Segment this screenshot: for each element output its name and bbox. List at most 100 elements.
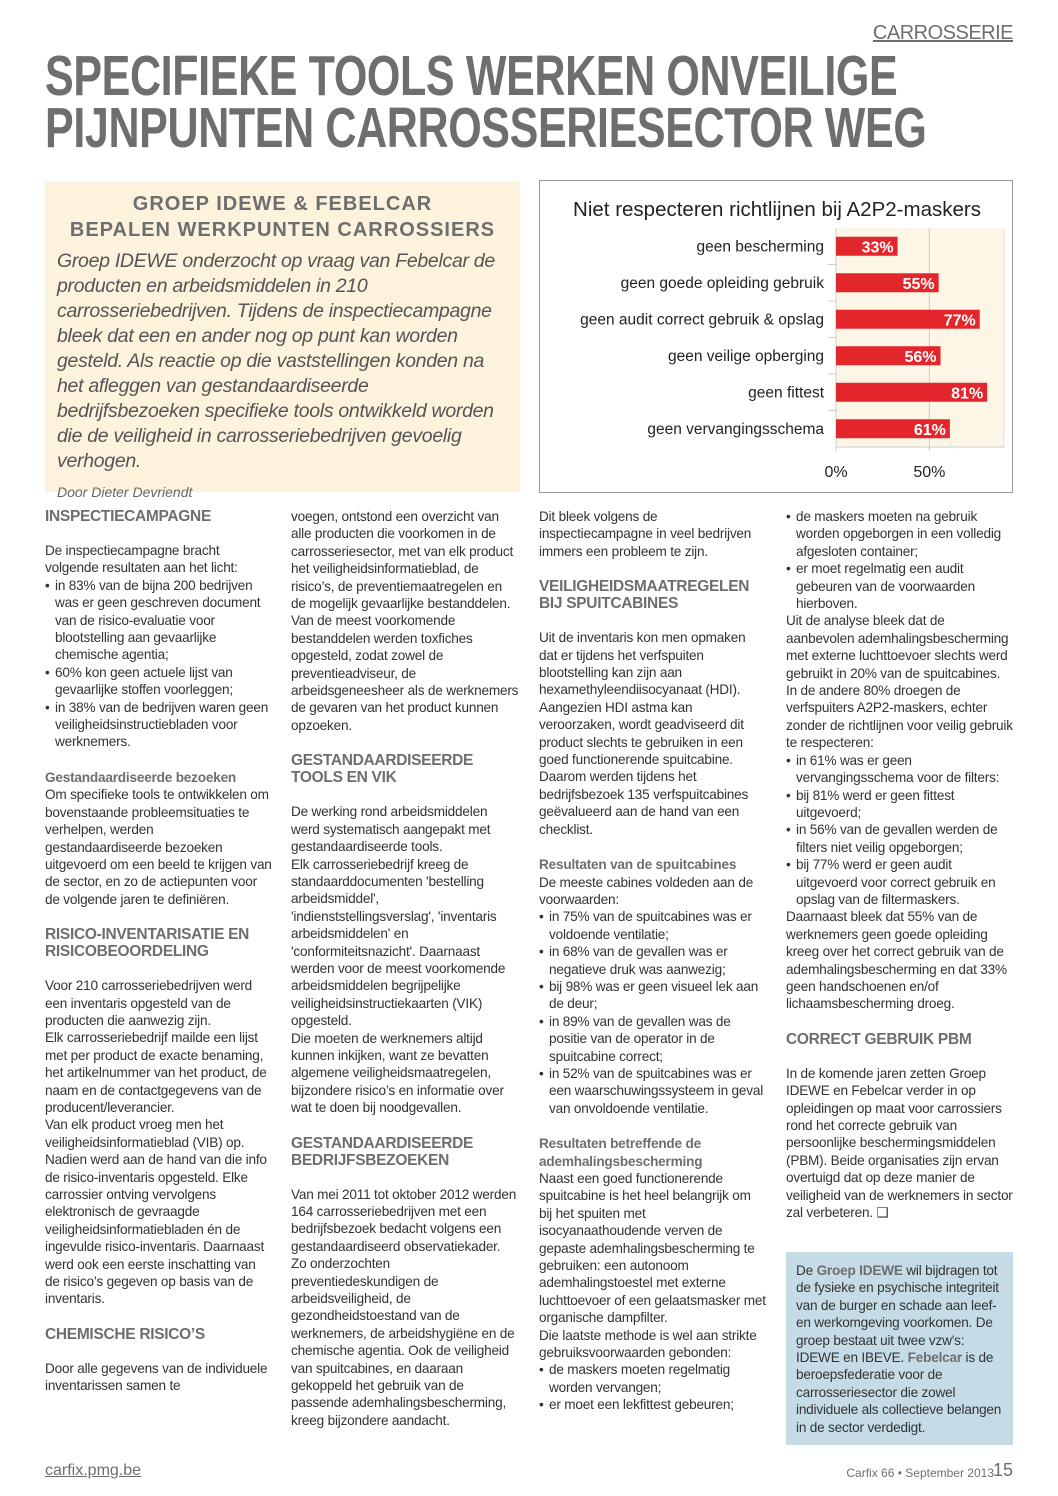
category-label: geen vervangingsschema <box>647 421 824 438</box>
paragraph: Voor 210 carrosseriebedrijven werd een i… <box>45 978 253 1028</box>
data-label: 77% <box>944 312 976 329</box>
bold-text: Groep IDEWE <box>816 1263 903 1278</box>
paragraph: Van elk product vroeg men het veiligheid… <box>45 1117 267 1307</box>
list-item: bij 81% werd er geen fittest uitgevoerd; <box>786 787 1014 822</box>
subheading: Resultaten betreffende de ademhalingsbes… <box>539 1136 703 1169</box>
bullet-list: de maskers moeten regelmatig worden verv… <box>539 1361 767 1414</box>
paragraph: Uit de analyse bleek dat de aanbevolen a… <box>786 613 1013 751</box>
list-item: de maskers moeten na gebruik worden opge… <box>786 508 1014 560</box>
spacer <box>539 838 767 856</box>
article-column-2: voegen, ontstond een overzicht van alle … <box>291 508 519 1429</box>
page-title: SPECIFIEKE TOOLS WERKEN ONVEILIGE PIJNPU… <box>45 44 1027 160</box>
category-label: geen veilige opberging <box>668 348 824 365</box>
category-label: geen bescherming <box>696 238 824 255</box>
article-column-3: Dit bleek volgens de inspectiecampagne i… <box>539 508 767 1414</box>
data-label: 55% <box>903 276 935 293</box>
paragraph: Om specifieke tools te ontwikkelen om bo… <box>45 787 272 907</box>
data-label: 61% <box>914 422 946 439</box>
bar <box>836 419 950 439</box>
data-label: 56% <box>905 349 937 366</box>
paragraph: Naast een goed functionerende spuitcabin… <box>539 1171 766 1326</box>
x-tick-label: 50% <box>913 464 945 481</box>
list-item: bij 77% werd er geen audit uitgevoerd vo… <box>786 856 1014 908</box>
chart-svg: Niet respecteren richtlijnen bij A2P2-ma… <box>573 198 1005 481</box>
footer-issue: Carfix 66 • September 2013 <box>846 1466 994 1480</box>
list-item: in 38% van de bedrijven waren geen veili… <box>45 699 273 751</box>
paragraph: Elk carrosseriebedrijf mailde een lijst … <box>45 1030 267 1115</box>
paragraph: Daarnaast bleek dat 55% van de werknemer… <box>786 909 1007 1012</box>
category-label: geen fittest <box>748 384 825 401</box>
paragraph: De inspectiecampagne bracht volgende res… <box>45 543 238 576</box>
spacer <box>45 908 273 926</box>
bullet-list: in 61% was er geen vervangingsschema voo… <box>786 752 1014 909</box>
intro-heading-line: BEPALEN WERKPUNTEN CARROSSIERS <box>69 219 496 241</box>
list-item: 60% kon geen actuele lijst van gevaarlij… <box>45 664 273 699</box>
list-item: de maskers moeten regelmatig worden verv… <box>539 1361 767 1396</box>
list-item: in 75% van de spuitcabines was er voldoe… <box>539 908 767 943</box>
text: De <box>796 1263 817 1278</box>
bar-chart: Niet respecteren richtlijnen bij A2P2-ma… <box>539 180 1013 493</box>
paragraph: Van de meest voorkomende bestanddelen we… <box>291 613 519 733</box>
article-column-1: INSPECTIECAMPAGNE De inspectiecampagne br… <box>45 508 273 1395</box>
info-box: De Groep IDEWE wil bijdragen tot de fysi… <box>786 1252 1013 1445</box>
paragraph: Elk carrosseriebedrijf kreeg de standaar… <box>291 856 506 1029</box>
paragraph: De werking rond arbeidsmiddelen werd sys… <box>291 804 491 855</box>
category-label: geen audit correct gebruik & opslag <box>580 311 824 328</box>
section-heading: RISICO-INVENTARISATIE EN RISICOBEOORDELI… <box>45 926 250 961</box>
title-line: PIJNPUNTEN CARROSSERIESECTOR WEG <box>45 96 927 160</box>
data-label: 33% <box>862 239 894 256</box>
bar <box>836 346 941 366</box>
byline: Door Dieter Devriendt <box>57 484 193 500</box>
subheading: Resultaten van de spuitcabines <box>539 857 737 873</box>
plot-area <box>836 228 1004 447</box>
list-item: in 83% van de bijna 200 bedrijven was er… <box>45 577 273 664</box>
list-item: er moet regelmatig een audit gebeuren va… <box>786 560 1014 612</box>
list-item: in 89% van de gevallen was de positie va… <box>539 1013 767 1065</box>
paragraph: In de komende jaren zetten Groep IDEWE e… <box>786 1065 1013 1221</box>
section-heading: GESTANDAARDISEERDE TOOLS EN VIK <box>291 752 474 787</box>
intro-heading-line: GROEP IDEWE & FEBELCAR <box>132 193 433 215</box>
bullet-list: de maskers moeten na gebruik worden opge… <box>786 508 1014 612</box>
paragraph: Van mei 2011 tot oktober 2012 werden 164… <box>291 1186 517 1428</box>
paragraph: Aangezien HDI astma kan veroorzaken, wor… <box>539 699 749 837</box>
spacer <box>291 734 519 752</box>
paragraph: De meeste cabines voldeden aan de voorwa… <box>539 874 754 907</box>
text: wil bijdragen tot de fysieke en psychisc… <box>796 1263 999 1366</box>
paragraph: Dit bleek volgens de inspectiecampagne i… <box>539 509 752 559</box>
section-heading: INSPECTIECAMPAGNE <box>45 508 211 525</box>
spacer <box>45 751 273 769</box>
data-label: 81% <box>951 385 983 402</box>
paragraph: Die moeten de werknemers altijd kunnen i… <box>291 1030 504 1116</box>
paragraph: Die laatste methode is wel aan strikte g… <box>539 1327 757 1361</box>
bar <box>836 382 988 402</box>
intro-heading: GROEP IDEWE & FEBELCAR BEPALEN WERKPUNTEN… <box>57 191 508 243</box>
spacer <box>539 1117 767 1135</box>
page-number: 15 <box>992 1460 1013 1480</box>
chart-title: Niet respecteren richtlijnen bij A2P2-ma… <box>573 198 981 221</box>
list-item: in 56% van de gevallen werden de filters… <box>786 821 1014 856</box>
footer-site-link[interactable]: carfix.pmg.be <box>45 1462 142 1479</box>
section-heading: GESTANDAARDISEERDE BEDRIJFSBEZOEKEN <box>291 1134 474 1169</box>
bullet-list: in 75% van de spuitcabines was er voldoe… <box>539 908 767 1117</box>
list-item: in 61% was er geen vervangingsschema voo… <box>786 752 1014 787</box>
bold-text: Febelcar <box>907 1350 963 1366</box>
bar <box>836 273 939 293</box>
category-label: geen goede opleiding gebruik <box>621 275 825 292</box>
section-label: CARROSSERIE <box>872 22 1014 44</box>
article-column-4: de maskers moeten na gebruik worden opge… <box>786 508 1014 1221</box>
spacer <box>45 1308 273 1326</box>
section-heading: CORRECT GEBRUIK PBM <box>786 1030 972 1048</box>
bullet-list: in 83% van de bijna 200 bedrijven was er… <box>45 577 273 751</box>
list-item: er moet een lekfittest gebeuren; <box>539 1396 767 1414</box>
spacer <box>786 1013 1014 1031</box>
spacer <box>291 1117 519 1135</box>
paragraph: Door alle gegevens van de individuele in… <box>45 1360 268 1394</box>
list-item: bij 98% was er geen visueel lek aan de d… <box>539 978 767 1013</box>
intro-box: GROEP IDEWE & FEBELCAR BEPALEN WERKPUNTEN… <box>45 181 520 500</box>
title-line: SPECIFIEKE TOOLS WERKEN ONVEILIGE <box>45 44 898 108</box>
bar <box>836 309 980 329</box>
section-heading: CHEMISCHE RISICO’S <box>45 1325 205 1343</box>
paragraph: voegen, ontstond een overzicht van alle … <box>291 509 514 612</box>
section-heading: VEILIGHEIDSMAATREGELEN BIJ SPUITCABINES <box>539 578 750 613</box>
intro-lead: Groep IDEWE onderzocht op vraag van Febe… <box>57 250 495 472</box>
